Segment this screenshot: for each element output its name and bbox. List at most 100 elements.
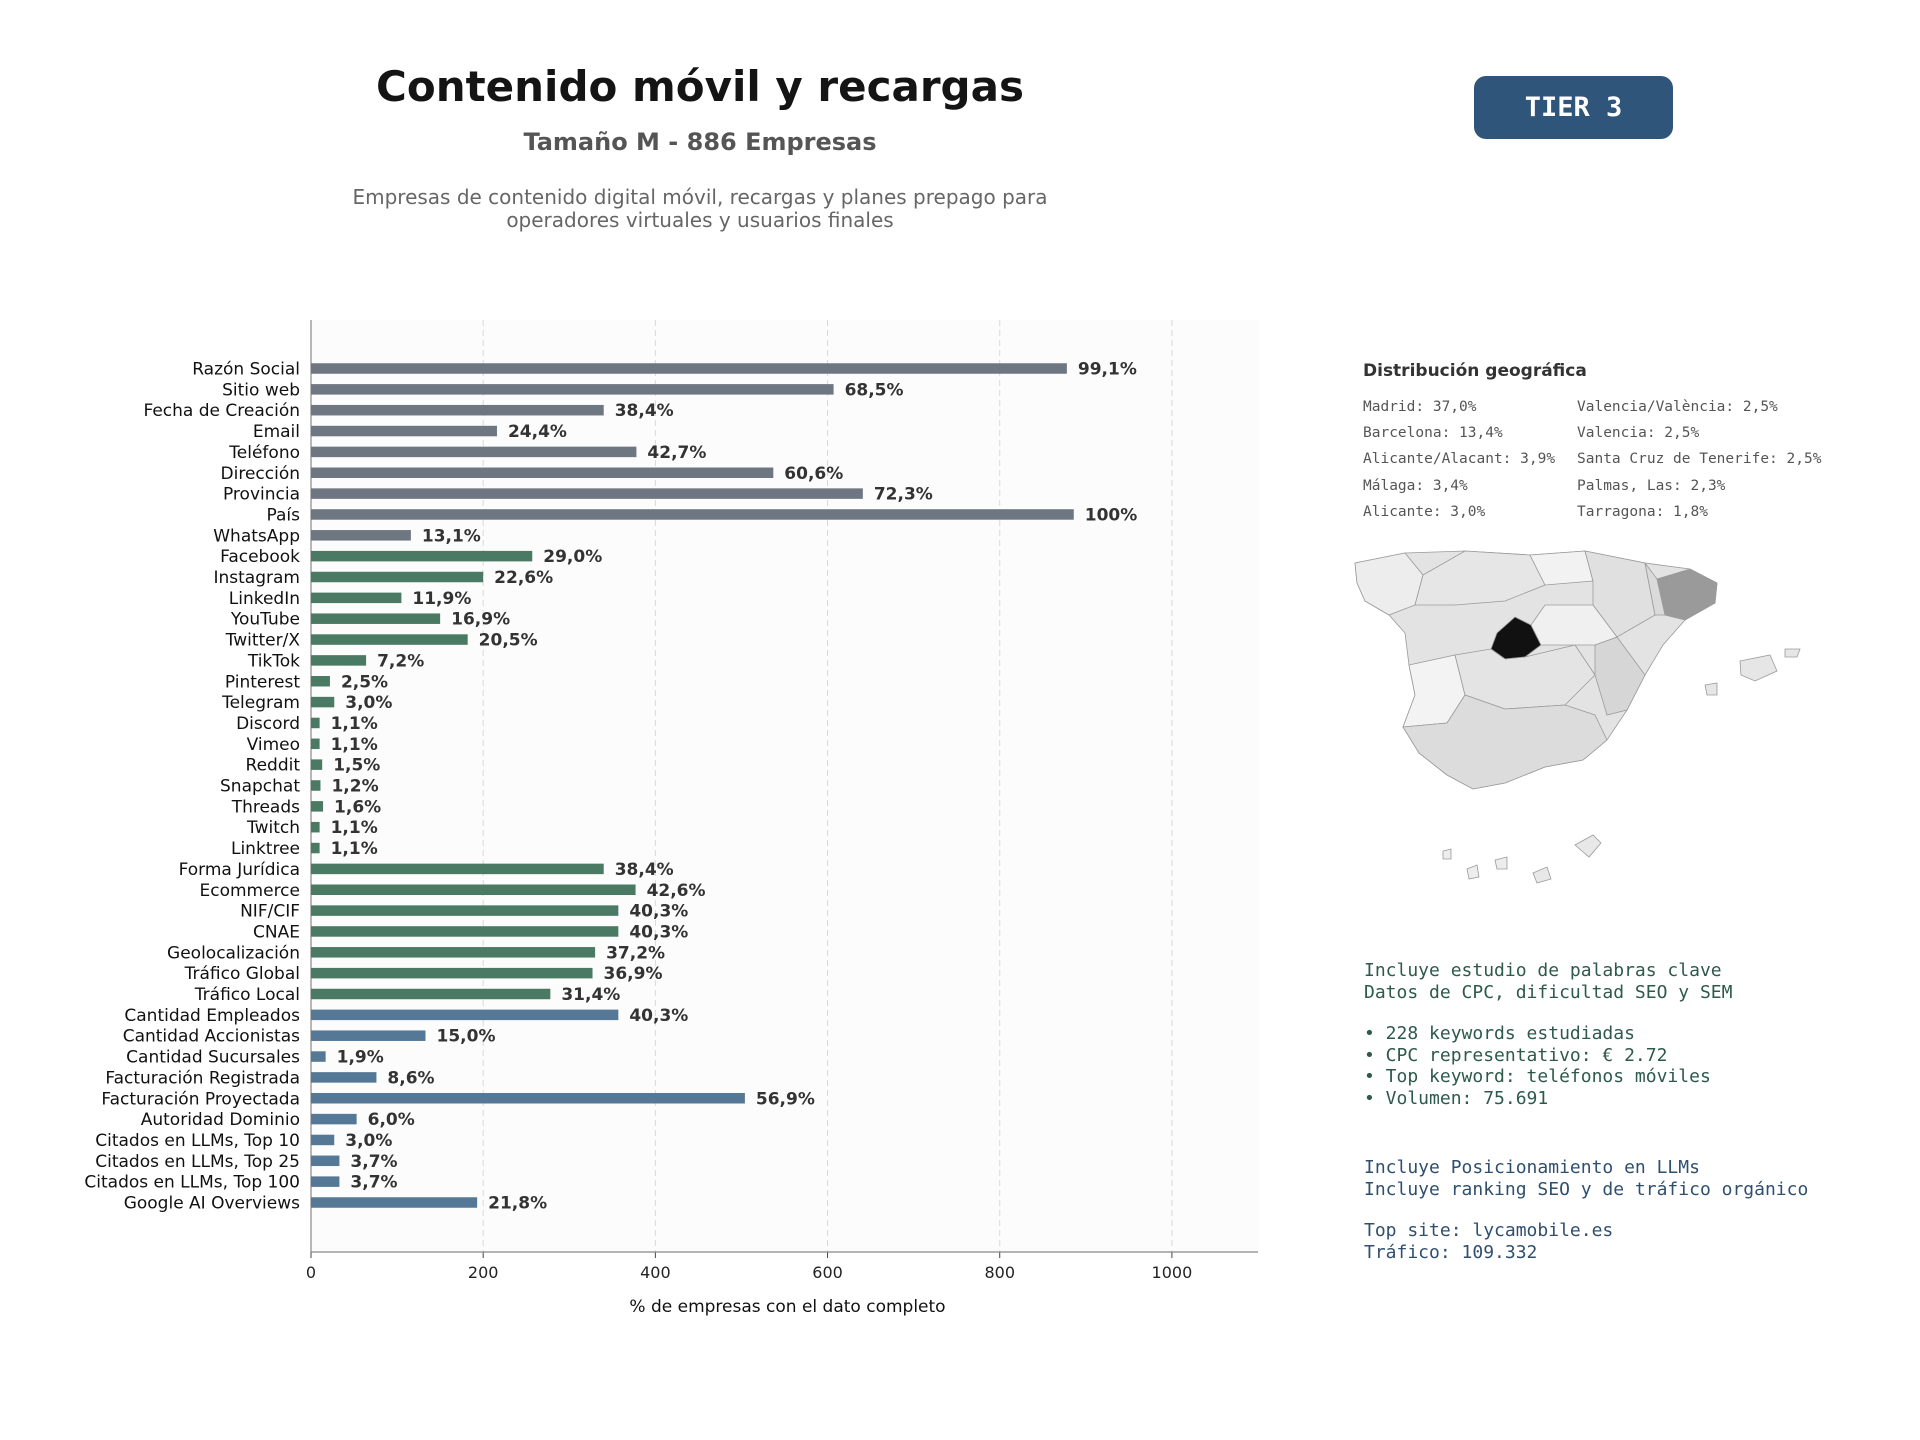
llm-line-1: Incluye Posicionamiento en LLMs [1364,1157,1700,1178]
x-tick-label: 0 [306,1263,316,1282]
keyword-bullet: • CPC representativo: € 2.72 [1364,1044,1668,1066]
bar [311,613,441,624]
bar-value-label: 1,1% [331,714,378,734]
description-line-1: Empresas de contenido digital móvil, rec… [352,185,1048,209]
y-category-label: Facebook [220,547,300,567]
y-category-label: Vimeo [247,735,300,755]
description-line-2: operadores virtuales y usuarios finales [506,208,894,232]
bar-value-label: 16,9% [451,610,510,630]
bar [311,947,596,958]
bar-value-label: 1,6% [334,797,381,817]
bar-value-label: 60,6% [784,464,843,484]
top-site-traffic: Tráfico: 109.332 [1364,1241,1538,1263]
bar [311,634,468,645]
keyword-bullet: • Top keyword: teléfonos móviles [1364,1066,1711,1087]
map-canary-2 [1532,866,1552,884]
bar [311,926,619,937]
llm-line-2: Incluye ranking SEO y de tráfico orgánic… [1364,1178,1809,1200]
y-category-label: Cantidad Empleados [124,1006,300,1026]
bar-value-label: 56,9% [756,1089,815,1109]
bar-value-label: 15,0% [437,1027,496,1047]
page-title: Contenido móvil y recargas [376,62,1024,111]
keyword-bullet: • Volumen: 75.691 [1364,1087,1549,1109]
bar-value-label: 72,3% [874,485,933,505]
bar [311,488,863,499]
y-category-label: Geolocalización [167,943,300,963]
map-region-north [1414,550,1546,606]
bar [311,1009,619,1021]
geo-item: Santa Cruz de Tenerife: 2,5% [1577,451,1822,467]
y-category-label: Forma Jurídica [179,860,300,880]
y-category-label: TikTok [247,651,300,671]
bar-value-label: 1,1% [331,818,378,838]
y-category-label: Telegram [221,693,300,713]
y-category-label: Threads [231,797,300,817]
y-category-label: Twitch [246,818,300,838]
bar [311,884,636,895]
y-category-label: Cantidad Accionistas [123,1027,300,1047]
page-subtitle: Tamaño M - 886 Empresas [523,128,877,156]
y-category-label: Ecommerce [200,881,301,901]
bar [311,384,834,395]
bar [311,1197,478,1208]
map-region-teruel-area [1530,604,1618,646]
bar-value-label: 38,4% [615,401,674,421]
map-region-galicia [1354,552,1424,616]
bar-value-label: 68,5% [845,380,904,400]
bar [311,550,533,562]
bar-value-label: 99,1% [1078,360,1137,380]
y-category-label: Autoridad Dominio [141,1110,300,1130]
x-tick-label: 200 [468,1263,499,1282]
geo-item: Palmas, Las: 2,3% [1577,478,1726,494]
bar [311,676,330,687]
bar-value-label: 3,7% [350,1152,397,1172]
geo-item: Barcelona: 13,4% [1363,425,1503,441]
map-balearic-mallorca [1739,654,1778,682]
y-category-label: Sitio web [222,380,300,400]
bar [311,509,1074,520]
bar [311,404,604,416]
bar [311,1051,326,1062]
x-tick-label: 600 [812,1263,843,1282]
bar [311,717,320,729]
bar [311,1072,377,1083]
x-tick-label: 1000 [1152,1263,1193,1282]
y-category-label: Facturación Proyectada [101,1089,300,1109]
bar-value-label: 37,2% [606,943,665,963]
y-category-label: Tráfico Global [184,964,300,984]
bar [311,1134,335,1146]
bar [311,1155,340,1167]
y-category-label: Instagram [214,568,301,588]
bar-value-label: 11,9% [412,589,471,609]
bar-value-label: 21,8% [488,1194,547,1214]
map-canary-5 [1442,848,1452,860]
y-category-label: Facturación Registrada [105,1068,300,1088]
bar-value-label: 42,6% [647,881,706,901]
keywords-line-2: Datos de CPC, dificultad SEO y SEM [1364,981,1733,1003]
y-category-label: País [267,505,301,525]
y-category-label: Reddit [246,756,301,776]
bar [311,1113,357,1125]
y-category-label: Dirección [221,464,300,484]
bar [311,467,774,478]
bar [311,801,324,812]
y-category-label: Provincia [223,485,300,505]
bar-value-label: 3,0% [345,1131,392,1151]
y-category-label: Teléfono [228,443,300,463]
y-category-label: Discord [236,714,300,734]
y-category-label: CNAE [253,922,300,942]
y-category-label: NIF/CIF [240,902,300,922]
bar-value-label: 1,1% [331,839,378,859]
bar-value-label: 13,1% [422,526,481,546]
y-category-label: Citados en LLMs, Top 10 [95,1131,300,1151]
bar [311,363,1067,374]
bar [311,425,497,437]
bar-value-label: 36,9% [604,964,663,984]
tier-badge: TIER 3 [1474,76,1673,139]
y-category-label: Cantidad Sucursales [126,1048,300,1068]
map-canary-1 [1574,834,1602,858]
map-region-barcelona [1656,568,1718,621]
bar-value-label: 40,3% [629,902,688,922]
y-category-label: Google AI Overviews [124,1194,300,1214]
bar [311,842,320,854]
